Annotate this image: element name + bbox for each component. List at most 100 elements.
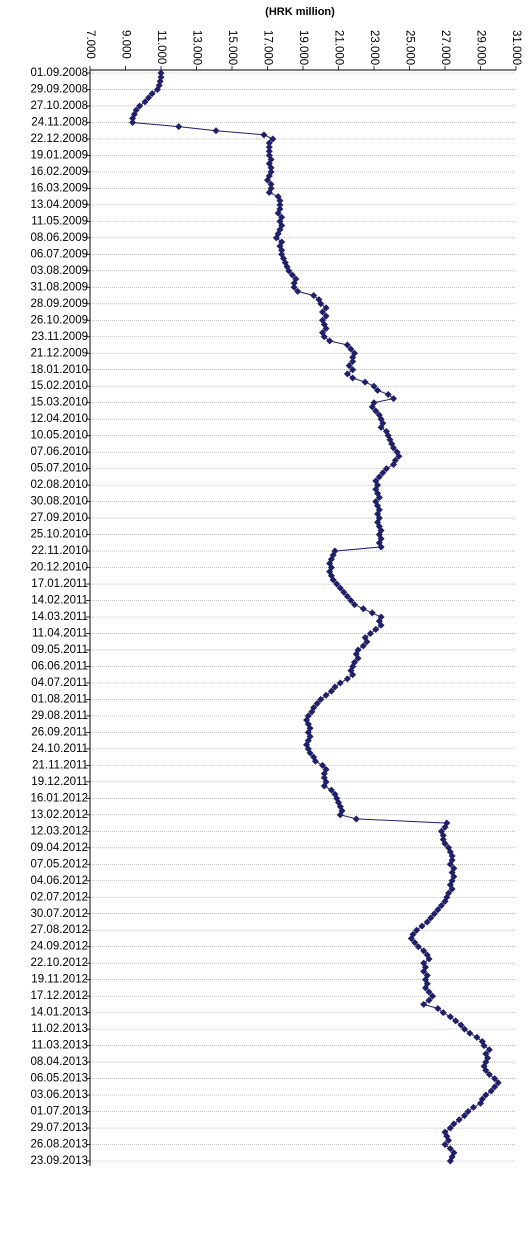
data-point	[413, 926, 421, 934]
data-point	[265, 139, 273, 147]
x-tick-label: 7.000	[84, 30, 96, 59]
y-tick-label: 27.08.2012	[30, 924, 88, 936]
y-tick-label: 06.06.2011	[31, 660, 88, 672]
data-point	[129, 118, 137, 126]
y-tick-label: 04.07.2011	[31, 677, 88, 689]
data-point	[390, 395, 398, 403]
data-point	[343, 592, 351, 600]
data-point	[349, 366, 357, 374]
data-point	[420, 1000, 428, 1008]
data-point	[441, 823, 449, 831]
data-point	[390, 461, 398, 469]
y-tick-label: 26.10.2009	[30, 314, 88, 326]
data-point	[274, 209, 282, 217]
data-point	[446, 1124, 454, 1132]
data-point	[448, 885, 456, 893]
data-point	[377, 543, 385, 551]
data-point	[485, 1046, 493, 1054]
data-point	[136, 102, 144, 110]
data-point	[329, 576, 337, 584]
data-point	[352, 815, 360, 823]
y-tick-label: 24.09.2012	[30, 941, 88, 953]
y-tick-label: 09.04.2012	[30, 842, 88, 854]
data-point	[349, 357, 357, 365]
data-point	[336, 584, 344, 592]
data-point	[420, 947, 428, 955]
data-point	[267, 164, 275, 172]
y-tick-label: 14.03.2011	[31, 611, 88, 623]
data-point	[343, 675, 351, 683]
y-tick-label: 29.09.2008	[30, 84, 88, 96]
data-point	[260, 131, 268, 139]
y-tick-label: 10.05.2010	[30, 430, 88, 442]
y-tick-label: 01.08.2011	[31, 693, 88, 705]
y-tick-label: 17.12.2012	[30, 990, 88, 1002]
data-point	[175, 123, 183, 131]
y-tick-label: 21.11.2011	[32, 759, 88, 771]
y-tick-label: 01.09.2008	[30, 67, 88, 79]
y-tick-label: 30.08.2010	[30, 496, 88, 508]
data-point	[437, 901, 445, 909]
y-tick-label: 13.02.2012	[30, 809, 88, 821]
data-point	[368, 403, 376, 411]
data-point	[379, 469, 387, 477]
data-point	[336, 679, 344, 687]
data-point	[290, 283, 298, 291]
y-tick-label: 08.06.2009	[30, 232, 88, 244]
data-point	[326, 337, 334, 345]
y-tick-label: 15.03.2010	[30, 397, 88, 409]
data-point	[272, 234, 280, 242]
y-tick-label: 05.07.2010	[30, 463, 88, 475]
x-tick-label: 19.000	[297, 30, 309, 65]
data-point	[345, 362, 353, 370]
data-point	[359, 605, 367, 613]
y-tick-label: 14.02.2011	[31, 595, 88, 607]
data-point	[375, 493, 383, 501]
data-point	[347, 597, 355, 605]
y-tick-label: 30.07.2012	[30, 908, 88, 920]
y-tick-label: 11.05.2009	[31, 215, 88, 227]
chart-title: (HRK million)	[265, 6, 335, 18]
data-point	[322, 325, 330, 333]
data-point	[469, 1103, 477, 1111]
data-point	[310, 292, 318, 300]
data-point	[264, 176, 271, 184]
data-point	[340, 588, 348, 596]
data-point	[148, 90, 156, 98]
y-tick-label: 28.09.2009	[30, 298, 88, 310]
data-point	[265, 143, 273, 151]
data-point	[418, 922, 426, 930]
data-point	[452, 1017, 460, 1025]
data-point	[322, 691, 330, 699]
data-point	[327, 687, 335, 695]
data-point	[407, 934, 415, 942]
y-tick-label: 06.05.2013	[30, 1073, 88, 1085]
y-tick-label: 09.05.2011	[31, 644, 88, 656]
data-point	[311, 757, 319, 765]
x-tick-label: 11.000	[155, 30, 167, 64]
data-point	[317, 695, 325, 703]
y-tick-label: 04.06.2012	[30, 875, 88, 887]
data-point	[482, 1091, 490, 1099]
data-point	[491, 1075, 499, 1083]
data-point	[313, 700, 321, 708]
data-point	[425, 955, 433, 963]
x-tick-label: 25.000	[403, 30, 415, 65]
x-tick-label: 15.000	[226, 30, 238, 65]
data-point	[434, 906, 442, 914]
y-tick-label: 31.08.2009	[30, 281, 88, 293]
y-tick-label: 23.09.2013	[30, 1155, 88, 1167]
data-point	[395, 452, 403, 460]
y-tick-label: 22.11.2010	[31, 545, 88, 557]
y-tick-label: 26.09.2011	[31, 726, 88, 738]
data-point	[349, 374, 357, 382]
x-tick-label: 29.000	[474, 30, 486, 65]
data-point	[145, 94, 153, 102]
data-point	[308, 708, 316, 716]
x-tick-label: 13.000	[190, 30, 202, 65]
data-point	[446, 1145, 454, 1153]
y-tick-label: 18.01.2010	[30, 364, 88, 376]
data-point	[375, 506, 383, 514]
data-point	[317, 300, 325, 308]
data-point	[446, 1013, 454, 1021]
